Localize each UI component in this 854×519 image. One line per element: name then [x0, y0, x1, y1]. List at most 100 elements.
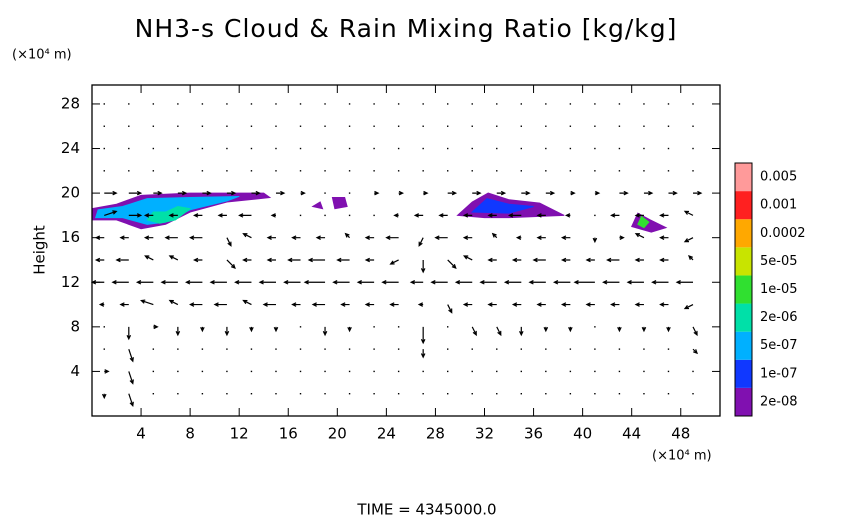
vector-dot [618, 370, 621, 373]
vector-arrow [364, 257, 375, 263]
vector-arrow [340, 302, 350, 307]
vector-arrow [153, 324, 159, 330]
vector-arrow [552, 279, 571, 285]
vector-arrow [634, 213, 644, 218]
vector-arrow [602, 279, 620, 285]
vector-arrow [226, 190, 237, 196]
y-tick-label: 4 [70, 362, 80, 380]
vector-dot [397, 326, 400, 328]
vector-dot [177, 393, 179, 395]
vector-dot [299, 170, 302, 172]
vector-arrow [560, 235, 571, 240]
vector-arrow [413, 213, 424, 218]
vector-arrow [434, 235, 448, 240]
vector-arrow [447, 190, 458, 196]
vector-dot [545, 393, 547, 395]
vector-arrow [515, 235, 522, 240]
plot-frame [91, 84, 721, 417]
vector-dot [275, 348, 277, 350]
vector-dot [103, 170, 105, 172]
vector-arrow [634, 257, 644, 263]
vector-dot [471, 348, 473, 350]
vector-dot [422, 393, 424, 395]
vector-arrow [683, 210, 694, 216]
vector-arrow [592, 237, 598, 244]
vector-dot [226, 103, 228, 105]
vector-dot [520, 103, 522, 105]
vector-dot [250, 147, 253, 150]
x-tick-label: 44 [622, 425, 641, 443]
x-tick-label: 8 [185, 425, 195, 443]
vector-dot [667, 370, 670, 373]
vector-arrow [491, 232, 498, 239]
vector-dot [545, 147, 547, 150]
vector-arrow [617, 326, 622, 333]
vector-arrow [643, 190, 654, 196]
vector-dot [569, 125, 572, 127]
vector-dot [643, 103, 645, 105]
vector-arrow [270, 213, 276, 218]
vector-arrow [610, 213, 620, 218]
vector-arrow [507, 213, 522, 218]
vector-dot [152, 348, 155, 350]
vector-arrow [692, 326, 698, 337]
vector-dot [103, 348, 105, 350]
vector-arrow [692, 348, 698, 355]
vector-dot [226, 393, 228, 395]
vector-dot [324, 147, 326, 150]
vector-arrow [283, 279, 301, 285]
vector-arrow [128, 348, 134, 363]
vector-arrow [417, 302, 424, 307]
vector-dot [348, 103, 351, 105]
vector-arrow [651, 279, 669, 285]
vector-dot [643, 125, 645, 127]
vector-dot [299, 326, 302, 328]
vector-dot [103, 125, 105, 127]
vector-dot [520, 370, 522, 373]
vector-arrow [177, 190, 188, 196]
vector-dot [128, 125, 130, 127]
y-tick-label: 16 [61, 228, 80, 246]
colorbar-swatch [735, 191, 752, 220]
colorbar-swatch [735, 163, 752, 192]
vector-arrow [193, 257, 203, 263]
vector-dot [373, 393, 375, 395]
vector-arrow [545, 190, 556, 196]
vector-dot [299, 393, 302, 395]
vector-dot [618, 393, 621, 395]
vector-dot [299, 370, 302, 373]
vector-dot [250, 393, 253, 395]
vector-dot [422, 125, 424, 127]
vector-arrow [193, 213, 203, 218]
vector-dot [250, 103, 253, 105]
vector-dot [201, 125, 204, 127]
vector-arrow [668, 190, 678, 196]
vector-arrow [585, 257, 595, 263]
vector-arrow [315, 235, 326, 240]
colorbar-frame [734, 162, 753, 417]
vector-arrow [389, 302, 399, 307]
vector-dot [226, 370, 228, 373]
vector-dot [201, 147, 204, 150]
vector-dot [594, 393, 596, 395]
colorbar-swatch [735, 275, 752, 304]
vector-dot [275, 370, 277, 373]
colorbar-label: 0.005 [760, 170, 797, 185]
vector-arrow [675, 279, 694, 285]
vector-dot [250, 125, 253, 127]
vector-dot [471, 103, 473, 105]
vector-dot [201, 348, 204, 350]
cloud-region [637, 215, 650, 229]
x-tick-label: 32 [475, 425, 494, 443]
vector-arrow [641, 326, 647, 333]
vector-dot [496, 125, 498, 127]
x-tick-label: 28 [426, 425, 445, 443]
vector-dot [471, 370, 473, 373]
colorbar-swatch [735, 359, 752, 388]
vector-arrow [447, 259, 457, 269]
vector-arrow [479, 279, 497, 285]
vector-dot [177, 170, 179, 172]
vector-dot [299, 103, 302, 105]
vector-dot [152, 370, 155, 373]
